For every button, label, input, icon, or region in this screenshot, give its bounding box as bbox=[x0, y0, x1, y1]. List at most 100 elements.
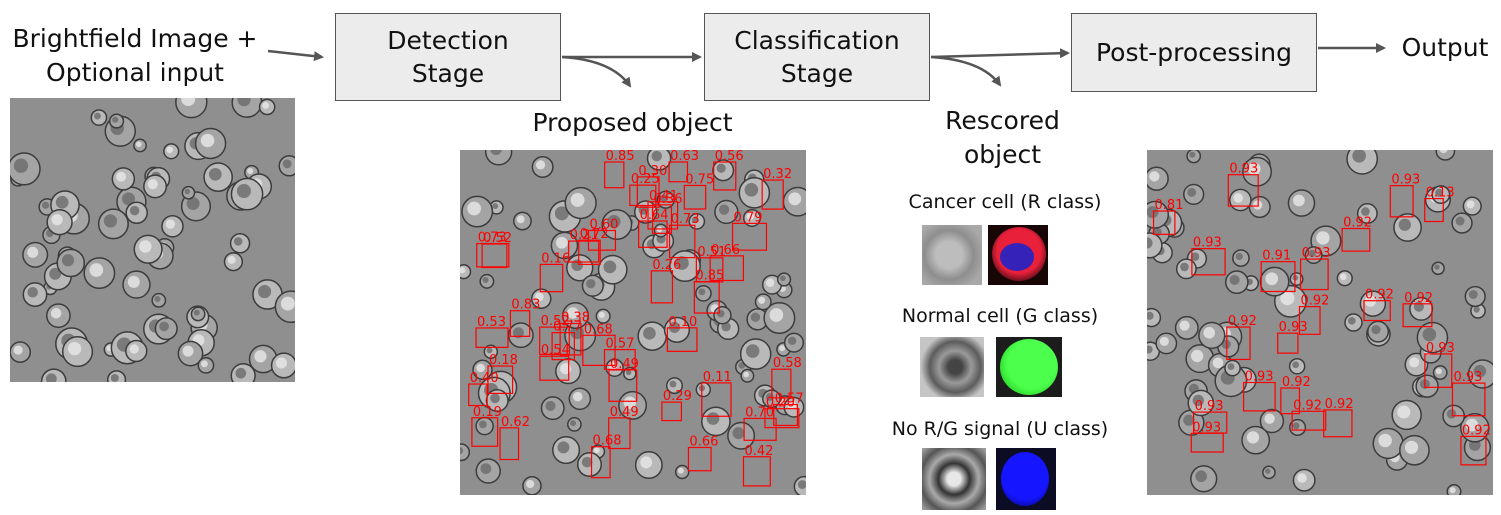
detection-score-label: 0.57 bbox=[606, 337, 635, 352]
cell bbox=[175, 98, 208, 119]
cell bbox=[522, 476, 542, 495]
cell bbox=[163, 143, 180, 160]
flow-arrows bbox=[267, 43, 1386, 88]
cell bbox=[223, 252, 244, 272]
cell bbox=[507, 322, 534, 349]
cell bbox=[1186, 150, 1202, 164]
input-label-line2: Optional input bbox=[46, 58, 224, 87]
cell bbox=[776, 272, 792, 287]
cell bbox=[564, 186, 597, 220]
cell bbox=[1147, 166, 1169, 191]
cell bbox=[1175, 258, 1197, 280]
detection-score-label: 0.92 bbox=[1325, 397, 1354, 412]
detection-box bbox=[604, 161, 625, 189]
cell bbox=[1367, 320, 1390, 343]
detection-box bbox=[1152, 210, 1176, 235]
detection-score-label: 0.52 bbox=[541, 314, 570, 329]
cell bbox=[727, 421, 756, 450]
detection-score-label: 0.42 bbox=[744, 444, 773, 459]
detection-score-label: 0.79 bbox=[734, 210, 763, 225]
detection-box bbox=[475, 327, 509, 348]
cell bbox=[782, 186, 806, 217]
cell bbox=[1183, 183, 1205, 206]
class-caption-normal: Normal cell (G class) bbox=[901, 305, 1099, 327]
detection-score-label: 0.93 bbox=[1229, 162, 1258, 177]
detection-score-label: 0.93 bbox=[1279, 320, 1308, 335]
detection-score-label: 0.57 bbox=[775, 392, 804, 407]
detection-box bbox=[761, 179, 784, 210]
detection-box bbox=[608, 369, 638, 402]
detection-score-label: 0.58 bbox=[773, 356, 802, 371]
cell bbox=[475, 416, 494, 436]
detection-box bbox=[587, 229, 617, 251]
cell bbox=[230, 363, 256, 382]
cell bbox=[576, 451, 602, 478]
cell bbox=[1229, 188, 1252, 212]
cell bbox=[108, 113, 125, 129]
detection-score-label: 0.93 bbox=[1193, 236, 1222, 251]
cell bbox=[45, 303, 71, 329]
cell bbox=[1190, 465, 1218, 493]
cell bbox=[143, 174, 168, 199]
arrow-detection-branch bbox=[561, 55, 632, 88]
detection-score-label: 0.63 bbox=[670, 150, 699, 164]
cell bbox=[151, 292, 167, 308]
cell bbox=[1399, 434, 1430, 466]
detection-box bbox=[742, 456, 771, 487]
detection-box bbox=[1451, 382, 1486, 417]
proposed-objects-image: 0.66 0.19 0.57 0.32 0.72 0.62 0.66 0.77 0.51 0.16… bbox=[460, 150, 806, 495]
detection-box bbox=[1242, 381, 1276, 412]
detection-box bbox=[476, 242, 510, 268]
cell bbox=[1464, 285, 1486, 308]
class-caption-no-signal: No R/G signal (U class) bbox=[891, 418, 1109, 440]
cell bbox=[252, 279, 283, 310]
cell bbox=[61, 335, 94, 368]
detection-score-label: 0.25 bbox=[631, 172, 660, 187]
cell bbox=[125, 339, 148, 363]
normal-cell-brightfield-thumb bbox=[920, 337, 984, 397]
cell bbox=[1462, 196, 1482, 216]
classification-stage-line2: Stage bbox=[780, 59, 854, 88]
detection-score-label: 0.51 bbox=[697, 245, 726, 260]
detection-box bbox=[1298, 306, 1321, 335]
arrow-classification-to-post bbox=[930, 48, 1070, 59]
cell bbox=[83, 257, 116, 289]
arrow-input-to-detection bbox=[267, 49, 324, 62]
detection-box bbox=[1341, 227, 1371, 252]
cell bbox=[1391, 399, 1422, 431]
cell bbox=[633, 200, 658, 224]
arrow-classification-branch bbox=[930, 55, 1002, 87]
cell bbox=[618, 390, 648, 420]
detection-box bbox=[668, 161, 689, 183]
detection-box bbox=[539, 355, 570, 381]
rescored-object-line1: Rescored bbox=[945, 106, 1060, 135]
cell bbox=[568, 387, 592, 411]
detection-score-label: 0.92 bbox=[1293, 398, 1322, 413]
normal-cell-fluorescence-thumb bbox=[996, 337, 1062, 397]
cell bbox=[475, 458, 501, 484]
cell bbox=[754, 293, 772, 311]
detection-box bbox=[1402, 303, 1433, 328]
cell bbox=[177, 340, 204, 367]
cell bbox=[22, 282, 48, 308]
cell bbox=[472, 359, 493, 381]
cell bbox=[601, 209, 633, 241]
cell bbox=[1155, 332, 1178, 355]
cell bbox=[567, 417, 582, 432]
cell bbox=[133, 234, 163, 264]
cell bbox=[562, 302, 589, 330]
cell bbox=[1289, 272, 1304, 287]
detection-box bbox=[1424, 197, 1444, 223]
cell bbox=[540, 396, 565, 421]
detection-score-label: 0.64 bbox=[640, 208, 669, 223]
detection-score-label: 0.13 bbox=[1426, 186, 1455, 201]
postprocessing-stage-label: Post-processing bbox=[1095, 38, 1293, 67]
detection-score-label: 0.85 bbox=[606, 150, 635, 164]
final-output-image: 0.93 0.92 0.92 0.93 0.92 0.93 0.93 0.93 0.91 0.93… bbox=[1147, 150, 1493, 495]
detection-score-label: 0.41 bbox=[649, 189, 678, 204]
cell bbox=[581, 274, 604, 297]
cell bbox=[669, 250, 701, 283]
detection-box bbox=[590, 446, 611, 479]
cell bbox=[739, 338, 772, 370]
cell bbox=[1470, 303, 1486, 319]
